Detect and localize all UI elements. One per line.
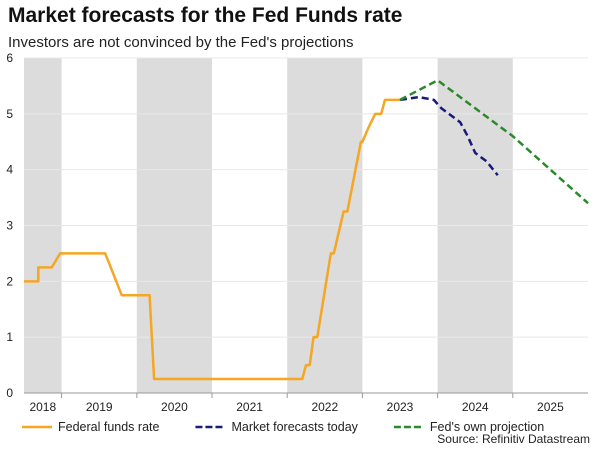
series-line <box>24 98 400 381</box>
chart-subtitle: Investors are not convinced by the Fed's… <box>8 34 354 51</box>
x-tick-label: 2019 <box>86 400 113 414</box>
y-tick-label: 2 <box>6 274 13 288</box>
legend-label: Fed's own projection <box>430 420 544 434</box>
chart-title: Market forecasts for the Fed Funds rate <box>8 4 403 27</box>
legend-label: Federal funds rate <box>58 420 159 434</box>
y-tick-label: 6 <box>6 51 13 65</box>
y-tick-label: 1 <box>6 330 13 344</box>
x-tick-label: 2020 <box>161 400 188 414</box>
y-tick-label: 3 <box>6 219 13 233</box>
y-tick-label: 5 <box>6 107 13 121</box>
x-tick-label: 2024 <box>462 400 489 414</box>
y-tick-label: 0 <box>6 386 13 400</box>
x-tick-label: 2025 <box>537 400 564 414</box>
series-line <box>399 79 589 205</box>
source-note: Source: Refinitiv Datastream <box>437 432 590 446</box>
x-tick-label: 2023 <box>387 400 414 414</box>
x-tick-label: 2018 <box>29 400 56 414</box>
x-tick-label: 2021 <box>236 400 263 414</box>
x-tick-label: 2022 <box>311 400 338 414</box>
series-line <box>399 95 499 177</box>
y-tick-label: 4 <box>6 163 13 177</box>
legend-label: Market forecasts today <box>231 420 358 434</box>
